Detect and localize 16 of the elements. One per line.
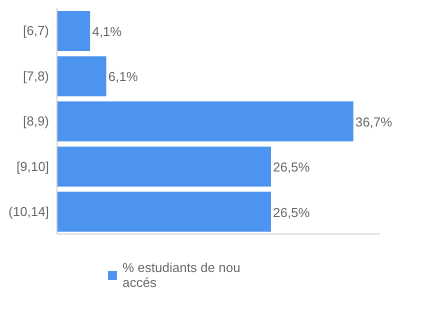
data-label: 26,5%	[272, 160, 310, 175]
bar	[57, 101, 354, 142]
data-label: 26,5%	[272, 204, 310, 220]
bar	[57, 192, 271, 232]
bar	[57, 146, 271, 187]
y-tick-label: [8,9)	[22, 114, 49, 129]
y-tick-label: [7,8)	[22, 68, 49, 84]
legend-label: % estudiants de nou accés	[122, 260, 242, 290]
data-label: 4,1%	[92, 24, 122, 39]
y-tick-label: (10,14]	[8, 204, 49, 220]
y-tick-label: [6,7)	[22, 23, 49, 38]
bar	[57, 56, 106, 96]
bar	[57, 11, 90, 51]
y-tick-label: [9,10]	[16, 158, 49, 174]
data-label: 36,7%	[355, 114, 393, 130]
data-label: 6,1%	[108, 69, 138, 84]
